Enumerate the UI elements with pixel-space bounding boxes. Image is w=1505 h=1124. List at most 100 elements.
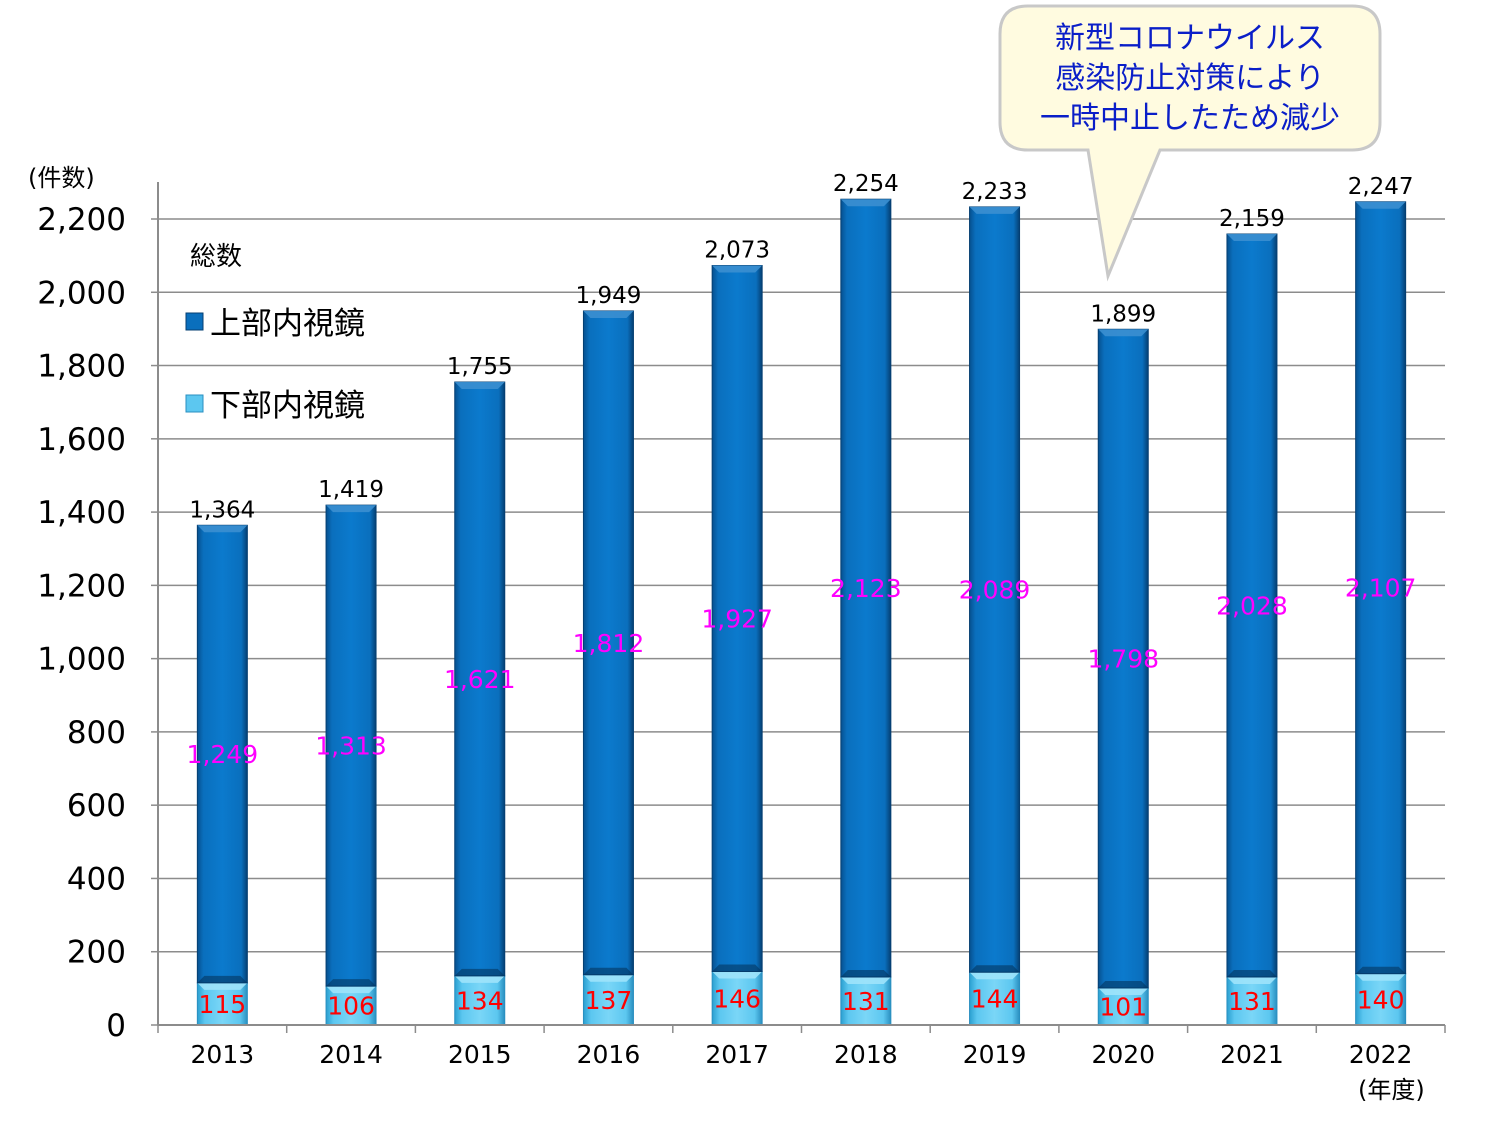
x-tick-label: 2016	[577, 1040, 641, 1069]
bar-upper-2018	[840, 198, 892, 978]
callout-line-2: 感染防止対策により	[1055, 61, 1324, 96]
x-tick-label: 2022	[1349, 1040, 1413, 1069]
bar-upper-bevel-bottom	[1226, 970, 1277, 978]
legend-label-lower: 下部内視鏡	[210, 388, 365, 424]
bar-upper-bevel	[1226, 234, 1277, 242]
y-axis-tick-labels: 0 200 400 600 800 1,000 1,200 1,400 1,600 1,800 2,…	[37, 202, 126, 1044]
y-tick-label: 400	[67, 861, 126, 897]
x-tick-label: 2021	[1220, 1040, 1284, 1069]
total-label: 2,247	[1348, 174, 1414, 200]
y-tick-label: 800	[67, 715, 126, 751]
bar-lower-2015	[454, 975, 506, 1026]
y-tick-label: 1,600	[37, 422, 126, 458]
total-label: 2,254	[833, 171, 899, 197]
total-label: 1,755	[447, 354, 513, 380]
x-tick-label: 2018	[834, 1040, 898, 1069]
x-tick-label: 2019	[963, 1040, 1027, 1069]
callout-bubble	[998, 4, 1382, 282]
bar-upper-bevel	[326, 505, 377, 513]
lower-value-label: 115	[198, 990, 246, 1019]
y-tick-label: 1,200	[37, 568, 126, 604]
y-tick-label: 1,000	[37, 642, 126, 678]
total-label: 1,364	[189, 497, 255, 523]
upper-value-label: 1,812	[573, 629, 645, 658]
bar-upper-bevel	[840, 199, 891, 207]
bar-upper-bevel-bottom	[1355, 966, 1406, 974]
bar-upper-bevel	[583, 310, 634, 318]
total-label: 2,159	[1219, 206, 1285, 232]
legend-swatch-lower	[185, 394, 204, 413]
upper-value-label: 2,123	[830, 574, 902, 603]
upper-value-label: 1,798	[1087, 645, 1159, 674]
lower-value-label: 144	[971, 985, 1019, 1014]
bar-upper-2022	[1355, 201, 1407, 975]
lower-value-label: 140	[1357, 985, 1405, 1014]
bar-lower-bevel	[712, 971, 763, 979]
x-tick-label: 2017	[705, 1040, 769, 1069]
bar-lower-2013	[196, 982, 248, 1026]
bar-lower-bevel	[840, 977, 891, 985]
bar-lower-bevel	[1355, 973, 1406, 981]
y-tick-label: 2,200	[37, 202, 126, 238]
bar-upper-bevel	[969, 206, 1020, 214]
value-labels: 1,364 1,249 115 1,419 1,313 106 1,755 1,621 134 1…	[187, 171, 1417, 1021]
bar-upper-bevel-bottom	[326, 979, 377, 987]
upper-value-label: 1,927	[701, 605, 773, 634]
upper-value-label: 1,249	[187, 740, 259, 769]
lower-value-label: 101	[1099, 992, 1147, 1021]
lower-value-label: 106	[327, 992, 375, 1021]
legend-swatch-upper	[185, 312, 204, 331]
upper-value-label: 2,089	[959, 576, 1031, 605]
axes	[157, 182, 1446, 1033]
bar-upper-bevel-bottom	[969, 965, 1020, 973]
bar-lower-bevel	[583, 974, 634, 982]
y-tick-label: 200	[67, 935, 126, 971]
y-tick-label: 1,400	[37, 495, 126, 531]
total-label: 1,419	[318, 477, 384, 503]
bar-upper-bevel	[1355, 201, 1406, 209]
bar-lower-bevel	[969, 972, 1020, 980]
bar-lower-bevel	[1098, 987, 1149, 995]
upper-value-label: 1,313	[315, 732, 387, 761]
x-axis-unit-label: (年度)	[1358, 1076, 1425, 1104]
y-tick-label: 600	[67, 788, 126, 824]
total-label: 1,899	[1090, 301, 1156, 327]
y-axis-unit-label: (件数)	[28, 164, 95, 192]
bar-upper-bevel	[454, 382, 505, 390]
bar-lower-2018	[840, 976, 892, 1026]
upper-value-label: 2,028	[1216, 592, 1288, 621]
lower-value-label: 134	[456, 986, 504, 1015]
legend: 総数 上部内視鏡 下部内視鏡	[185, 242, 365, 424]
bar-lower-bevel	[197, 982, 248, 990]
bar-lower-2021	[1226, 976, 1278, 1026]
total-label: 1,949	[576, 283, 642, 309]
y-tick-label: 0	[106, 1008, 126, 1044]
callout-annotation: 新型コロナウイルス 感染防止対策により 一時中止したため減少	[998, 4, 1382, 282]
bar-upper-bevel-bottom	[712, 964, 763, 972]
bar-lower-bevel	[326, 986, 377, 994]
legend-label-upper: 上部内視鏡	[210, 306, 365, 342]
x-tick-label: 2014	[319, 1040, 383, 1069]
lower-value-label: 146	[713, 984, 761, 1013]
x-tick-label: 2020	[1091, 1040, 1155, 1069]
bar-lower-bevel	[1226, 977, 1277, 985]
bar-upper-bevel	[712, 265, 763, 273]
lower-value-label: 131	[1228, 987, 1276, 1016]
x-tick-label: 2015	[448, 1040, 512, 1069]
total-label: 2,073	[704, 238, 770, 264]
y-tick-label: 1,800	[37, 349, 126, 385]
bar-upper-bevel	[197, 525, 248, 533]
bar-upper-2019	[969, 206, 1021, 973]
total-label: 2,233	[962, 179, 1028, 205]
bar-upper-bevel-bottom	[197, 975, 248, 983]
bar-lower-2017	[711, 971, 763, 1026]
upper-value-label: 2,107	[1345, 574, 1417, 603]
bar-upper-2016	[582, 310, 634, 976]
bar-lower-bevel	[454, 975, 505, 983]
upper-value-label: 1,621	[444, 665, 516, 694]
bar-upper-bevel-bottom	[1098, 980, 1149, 988]
legend-title: 総数	[190, 242, 242, 272]
bar-lower-2022	[1355, 973, 1407, 1026]
bar-upper-2013	[196, 524, 248, 984]
